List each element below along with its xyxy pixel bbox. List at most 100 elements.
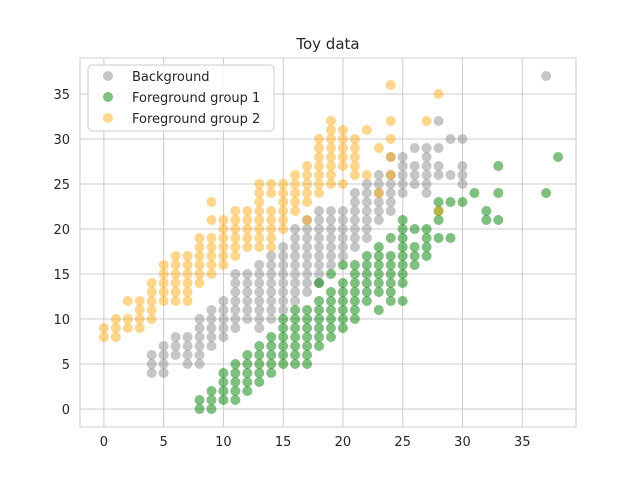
data-point [290,260,301,270]
data-point [158,350,169,360]
data-point [182,350,193,360]
data-point [266,305,277,315]
data-point [242,233,253,243]
data-point [206,323,217,333]
data-point [457,170,468,180]
data-point [254,188,265,198]
data-point [373,260,384,270]
data-point [230,215,241,225]
data-point [290,278,301,288]
data-point [242,296,253,306]
data-point [230,305,241,315]
data-point [230,377,241,387]
data-point [230,323,241,333]
data-point [421,242,432,252]
data-point [373,305,384,315]
data-point [266,287,277,297]
data-point [266,242,277,252]
data-point [254,377,265,387]
data-point [361,215,372,225]
y-tick-label: 10 [53,313,70,328]
data-point [325,269,336,279]
data-point [325,332,336,342]
data-point [146,278,157,288]
data-point [266,260,277,270]
data-point [421,179,432,189]
data-point [349,314,360,324]
series-2 [194,152,564,414]
y-tick-label: 20 [53,223,70,238]
data-point [278,251,289,261]
data-point [122,314,133,324]
data-point [373,206,384,216]
data-point [302,251,313,261]
data-point [266,296,277,306]
data-point [242,386,253,396]
data-point [254,233,265,243]
data-point [325,161,336,171]
data-point [146,314,157,324]
data-point [266,233,277,243]
data-point [98,323,109,333]
data-point [314,188,325,198]
data-point [349,296,360,306]
data-point [194,395,205,405]
data-point [493,161,504,171]
x-tick-label: 5 [160,435,168,450]
data-point [242,278,253,288]
data-point [337,242,348,252]
data-point [397,152,408,162]
data-point [230,269,241,279]
data-point [325,233,336,243]
data-point [385,179,396,189]
data-point [218,368,229,378]
data-point [349,206,360,216]
data-point [254,278,265,288]
data-point [421,161,432,171]
data-point [421,152,432,162]
data-point [278,269,289,279]
data-point [433,197,444,207]
data-point [158,296,169,306]
data-point [218,251,229,261]
data-point [290,242,301,252]
data-point [266,188,277,198]
data-point [206,197,217,207]
data-point [325,224,336,234]
data-point [254,179,265,189]
data-point [230,242,241,252]
data-point [206,233,217,243]
data-point [349,278,360,288]
data-point [325,251,336,261]
data-point [349,197,360,207]
y-tick-label: 25 [53,178,70,193]
data-point [266,359,277,369]
data-point [242,287,253,297]
data-point [421,224,432,234]
data-point [361,179,372,189]
data-point [242,206,253,216]
data-point [385,152,396,162]
y-tick-label: 30 [53,133,70,148]
data-point [349,152,360,162]
data-point [302,305,313,315]
data-point [278,188,289,198]
data-point [230,278,241,288]
data-point [397,188,408,198]
data-point [218,377,229,387]
data-point [541,188,552,198]
data-point [433,215,444,225]
data-point [349,170,360,180]
data-point [146,359,157,369]
data-point [397,260,408,270]
data-point [337,278,348,288]
data-point [337,305,348,315]
data-point [266,341,277,351]
data-point [146,296,157,306]
data-point [325,125,336,135]
data-point [337,143,348,153]
data-point [182,296,193,306]
data-point [218,314,229,324]
data-point [337,287,348,297]
data-point [242,242,253,252]
